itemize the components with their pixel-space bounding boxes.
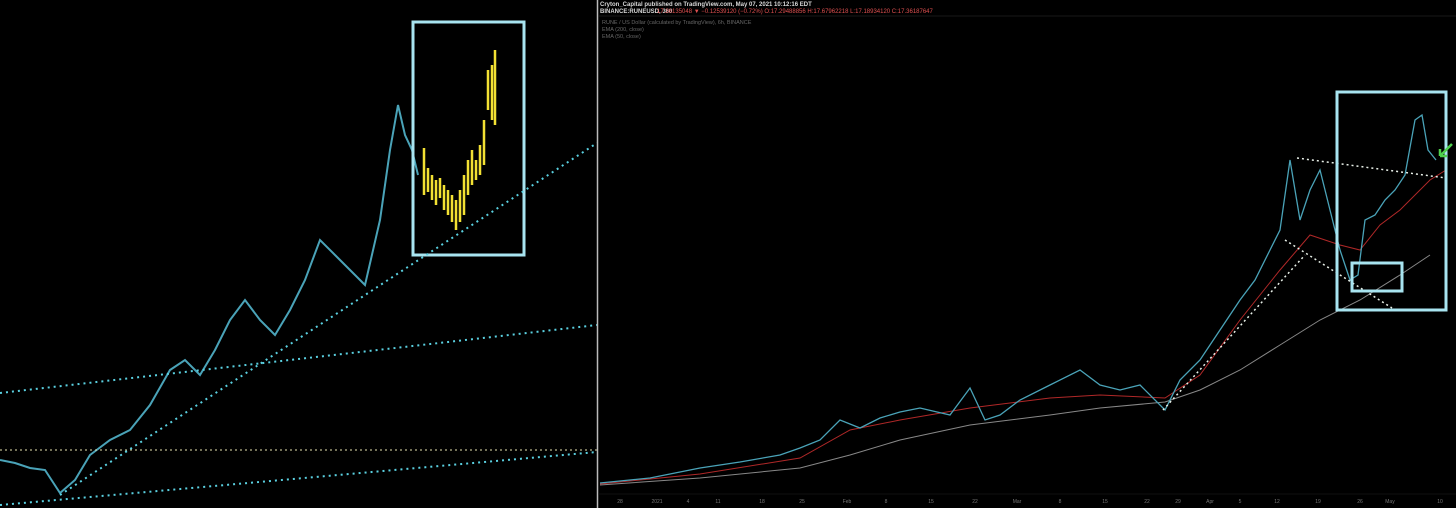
- x-tick-label: 4: [687, 499, 690, 505]
- x-tick-label: 8: [1059, 499, 1062, 505]
- legend-item: EMA (50, close): [602, 34, 641, 40]
- highlight-box: [1350, 261, 1404, 293]
- x-tick-label: 18: [759, 499, 765, 505]
- x-tick-label: 12: [1274, 499, 1280, 505]
- trend-lines: [1162, 157, 1447, 411]
- x-tick-label: 19: [1315, 499, 1321, 505]
- trend-lines: [0, 142, 598, 506]
- x-tick-label: 5: [1239, 499, 1242, 505]
- quote-text: 17.36135048 ▼ −0.12539120 (−0.72%) O:17.…: [657, 9, 934, 15]
- ema-200: [599, 254, 1431, 486]
- x-tick-label: 8: [885, 499, 888, 505]
- x-tick-label: 11: [715, 499, 720, 505]
- right-chart: Cryton_Capital published on TradingView.…: [598, 2, 1456, 505]
- legend-item: RUNE / US Dollar (calculated by TradingV…: [602, 20, 752, 26]
- x-tick-label: 22: [1144, 499, 1150, 505]
- x-tick-label: 22: [972, 499, 978, 505]
- x-tick-label: Feb: [843, 499, 852, 505]
- symbol-text: BINANCE:RUNEUSD, 360: [600, 9, 673, 15]
- price-line: [599, 113, 1437, 484]
- price-line: [0, 104, 419, 495]
- highlight-box: [1335, 90, 1448, 312]
- x-tick-label: May: [1385, 499, 1395, 505]
- x-tick-label: 2021: [651, 499, 662, 505]
- left-chart: [0, 20, 598, 506]
- arrow: [1438, 143, 1453, 158]
- x-tick-label: 15: [928, 499, 934, 505]
- x-tick-label: 26: [1357, 499, 1363, 505]
- highlight-box: [411, 20, 526, 257]
- published-text: Cryton_Capital published on TradingView.…: [600, 2, 812, 8]
- yellow-candles: [422, 50, 497, 230]
- x-tick-label: 10: [1437, 499, 1443, 505]
- x-tick-label: 29: [1175, 499, 1181, 505]
- x-tick-label: Mar: [1013, 499, 1022, 505]
- ema-50: [599, 169, 1447, 485]
- x-tick-label: 28: [617, 499, 623, 505]
- x-tick-label: 25: [799, 499, 805, 505]
- x-axis-labels: 28 2021 4 11 18 25 Feb 8 15 22 Mar 8 15 22 29 Apr 5 12 19 2…: [617, 499, 1443, 505]
- x-tick-label: 15: [1102, 499, 1108, 505]
- x-tick-label: Apr: [1206, 499, 1214, 505]
- legend-item: EMA (200, close): [602, 27, 644, 33]
